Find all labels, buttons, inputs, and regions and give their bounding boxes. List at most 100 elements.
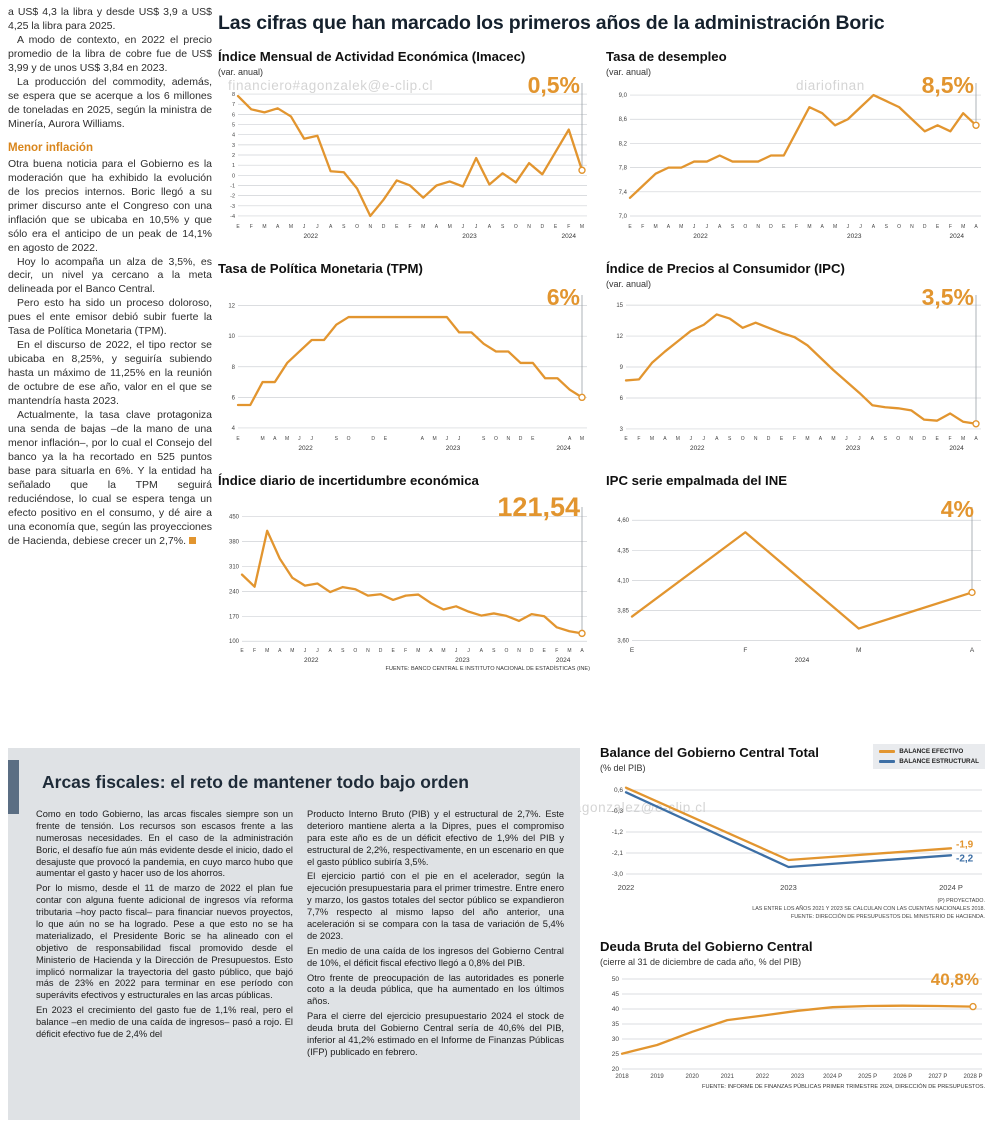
- svg-text:45: 45: [612, 991, 620, 998]
- svg-text:E: E: [936, 224, 940, 230]
- svg-text:-2: -2: [230, 193, 235, 199]
- svg-text:6: 6: [232, 395, 236, 401]
- svg-text:15: 15: [616, 303, 623, 309]
- svg-text:F: F: [949, 224, 952, 230]
- svg-text:A: A: [580, 648, 584, 654]
- svg-text:4,10: 4,10: [617, 578, 629, 584]
- svg-text:2023: 2023: [780, 883, 797, 892]
- svg-text:J: J: [690, 436, 693, 442]
- svg-text:D: D: [767, 436, 771, 442]
- svg-text:-2,2: -2,2: [956, 853, 974, 864]
- chart-title: Índice de Precios al Consumidor (IPC): [606, 261, 845, 276]
- legend-label: BALANCE ESTRUCTURAL: [899, 758, 979, 765]
- chart-latest-value: 4%: [940, 496, 974, 522]
- svg-text:2024 P: 2024 P: [939, 883, 963, 892]
- svg-text:8: 8: [232, 364, 236, 370]
- chart-subtitle: [606, 491, 984, 503]
- chart-imacec: Índice Mensual de Actividad Económica (I…: [218, 49, 590, 241]
- svg-text:30: 30: [612, 1036, 620, 1043]
- svg-text:3: 3: [232, 142, 235, 148]
- svg-text:D: D: [379, 648, 383, 654]
- svg-text:A: A: [278, 648, 282, 654]
- svg-text:-1,2: -1,2: [612, 829, 624, 836]
- svg-text:40: 40: [612, 1006, 620, 1013]
- svg-text:M: M: [856, 647, 861, 654]
- svg-text:2027 P: 2027 P: [928, 1074, 947, 1080]
- svg-text:A: A: [663, 436, 667, 442]
- svg-text:M: M: [285, 436, 289, 442]
- svg-text:E: E: [391, 648, 395, 654]
- svg-text:7,0: 7,0: [619, 213, 628, 219]
- svg-text:2028 P: 2028 P: [963, 1074, 982, 1080]
- svg-text:2019: 2019: [650, 1074, 664, 1080]
- svg-text:E: E: [628, 224, 632, 230]
- svg-text:4: 4: [232, 132, 235, 138]
- headline-accent-bar: [8, 760, 19, 814]
- chart-title: IPC serie empalmada del INE: [606, 473, 788, 488]
- svg-text:S: S: [341, 648, 345, 654]
- footnote: LAS ENTRE LOS AÑOS 2021 Y 2023 SE CALCUL…: [752, 905, 985, 912]
- svg-text:O: O: [741, 436, 745, 442]
- svg-text:2024: 2024: [556, 445, 571, 452]
- svg-text:J: J: [859, 224, 862, 230]
- svg-text:2018: 2018: [615, 1074, 629, 1080]
- svg-text:8,6: 8,6: [619, 117, 628, 123]
- svg-text:2024: 2024: [556, 657, 571, 664]
- svg-text:2025 P: 2025 P: [858, 1074, 877, 1080]
- svg-text:M: M: [262, 224, 266, 230]
- svg-text:J: J: [298, 436, 301, 442]
- svg-text:N: N: [368, 224, 372, 230]
- svg-text:2022: 2022: [756, 1074, 770, 1080]
- svg-text:F: F: [408, 224, 411, 230]
- svg-text:E: E: [935, 436, 939, 442]
- svg-text:2020: 2020: [686, 1074, 700, 1080]
- section-subhead: Menor inflación: [8, 141, 93, 154]
- svg-text:O: O: [347, 436, 351, 442]
- svg-text:25: 25: [612, 1051, 620, 1058]
- fiscal-panel: Arcas fiscales: el reto de mantener todo…: [8, 748, 580, 1120]
- chart-latest-value: 121,54: [497, 492, 580, 522]
- chart-ipc-empalmada: IPC serie empalmada del INE 4% 4,60 4,35 4…: [606, 473, 984, 665]
- svg-text:M: M: [567, 648, 571, 654]
- svg-text:O: O: [355, 224, 359, 230]
- chart-subtitle: (var. anual): [218, 66, 264, 77]
- svg-text:D: D: [382, 224, 386, 230]
- svg-text:20: 20: [612, 1066, 620, 1073]
- svg-text:A: A: [667, 224, 671, 230]
- svg-text:J: J: [310, 436, 313, 442]
- svg-text:4,35: 4,35: [617, 548, 629, 554]
- chart-latest-value: 0,5%: [527, 72, 580, 98]
- svg-text:8,2: 8,2: [619, 141, 628, 147]
- paragraph: Producto Interno Bruto (PIB) y el estruc…: [307, 809, 564, 867]
- chart-balance: Balance del Gobierno Central Total BALAN…: [600, 744, 985, 922]
- svg-text:F: F: [949, 436, 952, 442]
- svg-text:S: S: [731, 224, 735, 230]
- svg-text:O: O: [504, 648, 508, 654]
- svg-text:N: N: [756, 224, 760, 230]
- svg-text:A: A: [974, 224, 978, 230]
- svg-text:N: N: [909, 436, 913, 442]
- svg-text:O: O: [897, 224, 901, 230]
- svg-text:A: A: [872, 224, 876, 230]
- svg-text:S: S: [335, 436, 339, 442]
- svg-text:A: A: [429, 648, 433, 654]
- svg-text:S: S: [482, 436, 486, 442]
- svg-text:D: D: [540, 224, 544, 230]
- svg-text:A: A: [568, 436, 572, 442]
- svg-text:D: D: [371, 436, 375, 442]
- svg-text:2026 P: 2026 P: [893, 1074, 912, 1080]
- svg-text:2022: 2022: [298, 445, 313, 452]
- svg-text:M: M: [580, 436, 584, 442]
- chart-latest-value: 6%: [546, 284, 580, 310]
- svg-text:J: J: [462, 224, 465, 230]
- svg-text:A: A: [435, 224, 439, 230]
- footnote: (P) PROYECTADO.: [937, 897, 985, 904]
- paragraph: En medio de una caída de los ingresos de…: [307, 945, 564, 968]
- left-article-column: a US$ 4,3 la libra y desde US$ 3,9 a US$…: [8, 6, 212, 549]
- svg-text:D: D: [769, 224, 773, 230]
- chart-footnotes: (P) PROYECTADO. LAS ENTRE LOS AÑOS 2021 …: [600, 897, 985, 922]
- svg-text:2023: 2023: [791, 1074, 805, 1080]
- svg-text:A: A: [974, 436, 978, 442]
